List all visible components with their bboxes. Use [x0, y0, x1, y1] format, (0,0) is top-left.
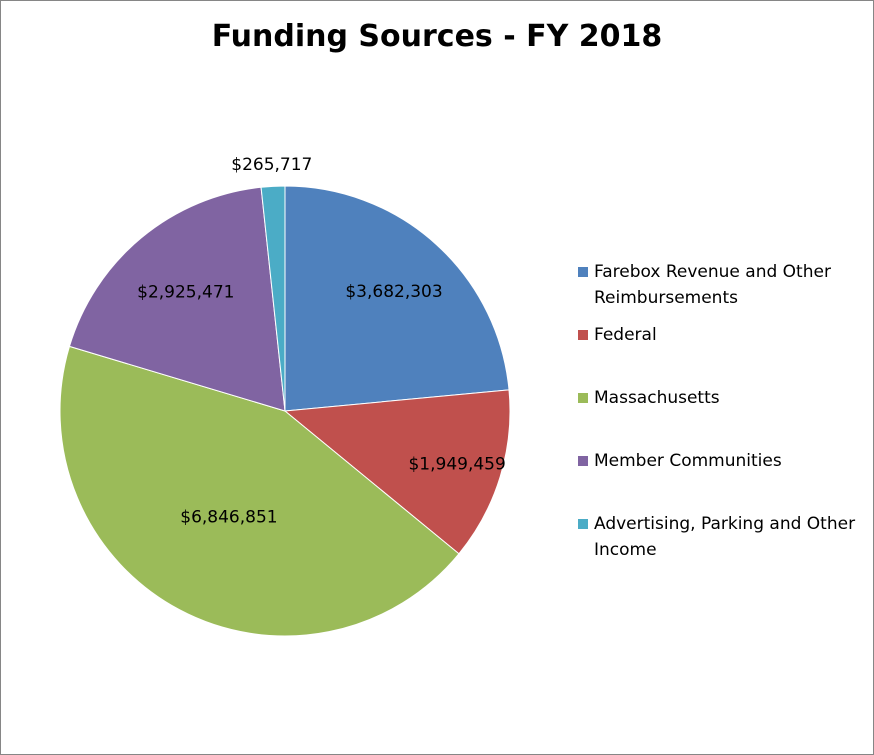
legend-item-member-communities: Member Communities [578, 448, 868, 474]
legend-label: Farebox Revenue and Other Reimbursements [594, 262, 831, 308]
data-label-federal: $1,949,459 [408, 455, 505, 475]
legend-label: Massachusetts [594, 388, 720, 408]
data-label-advertising-parking-and-other-income: $265,717 [231, 155, 312, 175]
legend-label: Federal [594, 325, 657, 345]
legend-swatch [578, 330, 588, 340]
pie-slice-massachusetts [59, 345, 460, 637]
legend-label: Advertising, Parking and Other Income [594, 514, 856, 560]
pie-slice-member-communities [68, 186, 286, 412]
data-label-member-communities: $2,925,471 [137, 283, 234, 303]
legend-swatch [578, 456, 588, 466]
legend-item-advertising-parking-and-other-income: Advertising, Parking and Other Income [578, 511, 868, 563]
pie-slice-advertising-parking-and-other-income [260, 185, 286, 412]
pie-slice-federal [283, 389, 511, 555]
legend-item-massachusetts: Massachusetts [578, 385, 868, 411]
legend-swatch [578, 519, 588, 529]
legend-item-farebox-revenue-and-other-reimbursements: Farebox Revenue and Other Reimbursements [578, 259, 868, 311]
data-label-massachusetts: $6,846,851 [180, 507, 277, 527]
pie-slice-farebox-revenue-and-other-reimbursements [284, 185, 510, 412]
legend-swatch [578, 267, 588, 277]
legend-swatch [578, 393, 588, 403]
data-label-farebox-revenue-and-other-reimbursements: $3,682,303 [345, 282, 442, 302]
chart-title: Funding Sources - FY 2018 [211, 19, 663, 54]
legend-label: Member Communities [594, 451, 782, 471]
legend-item-federal: Federal [578, 322, 868, 348]
